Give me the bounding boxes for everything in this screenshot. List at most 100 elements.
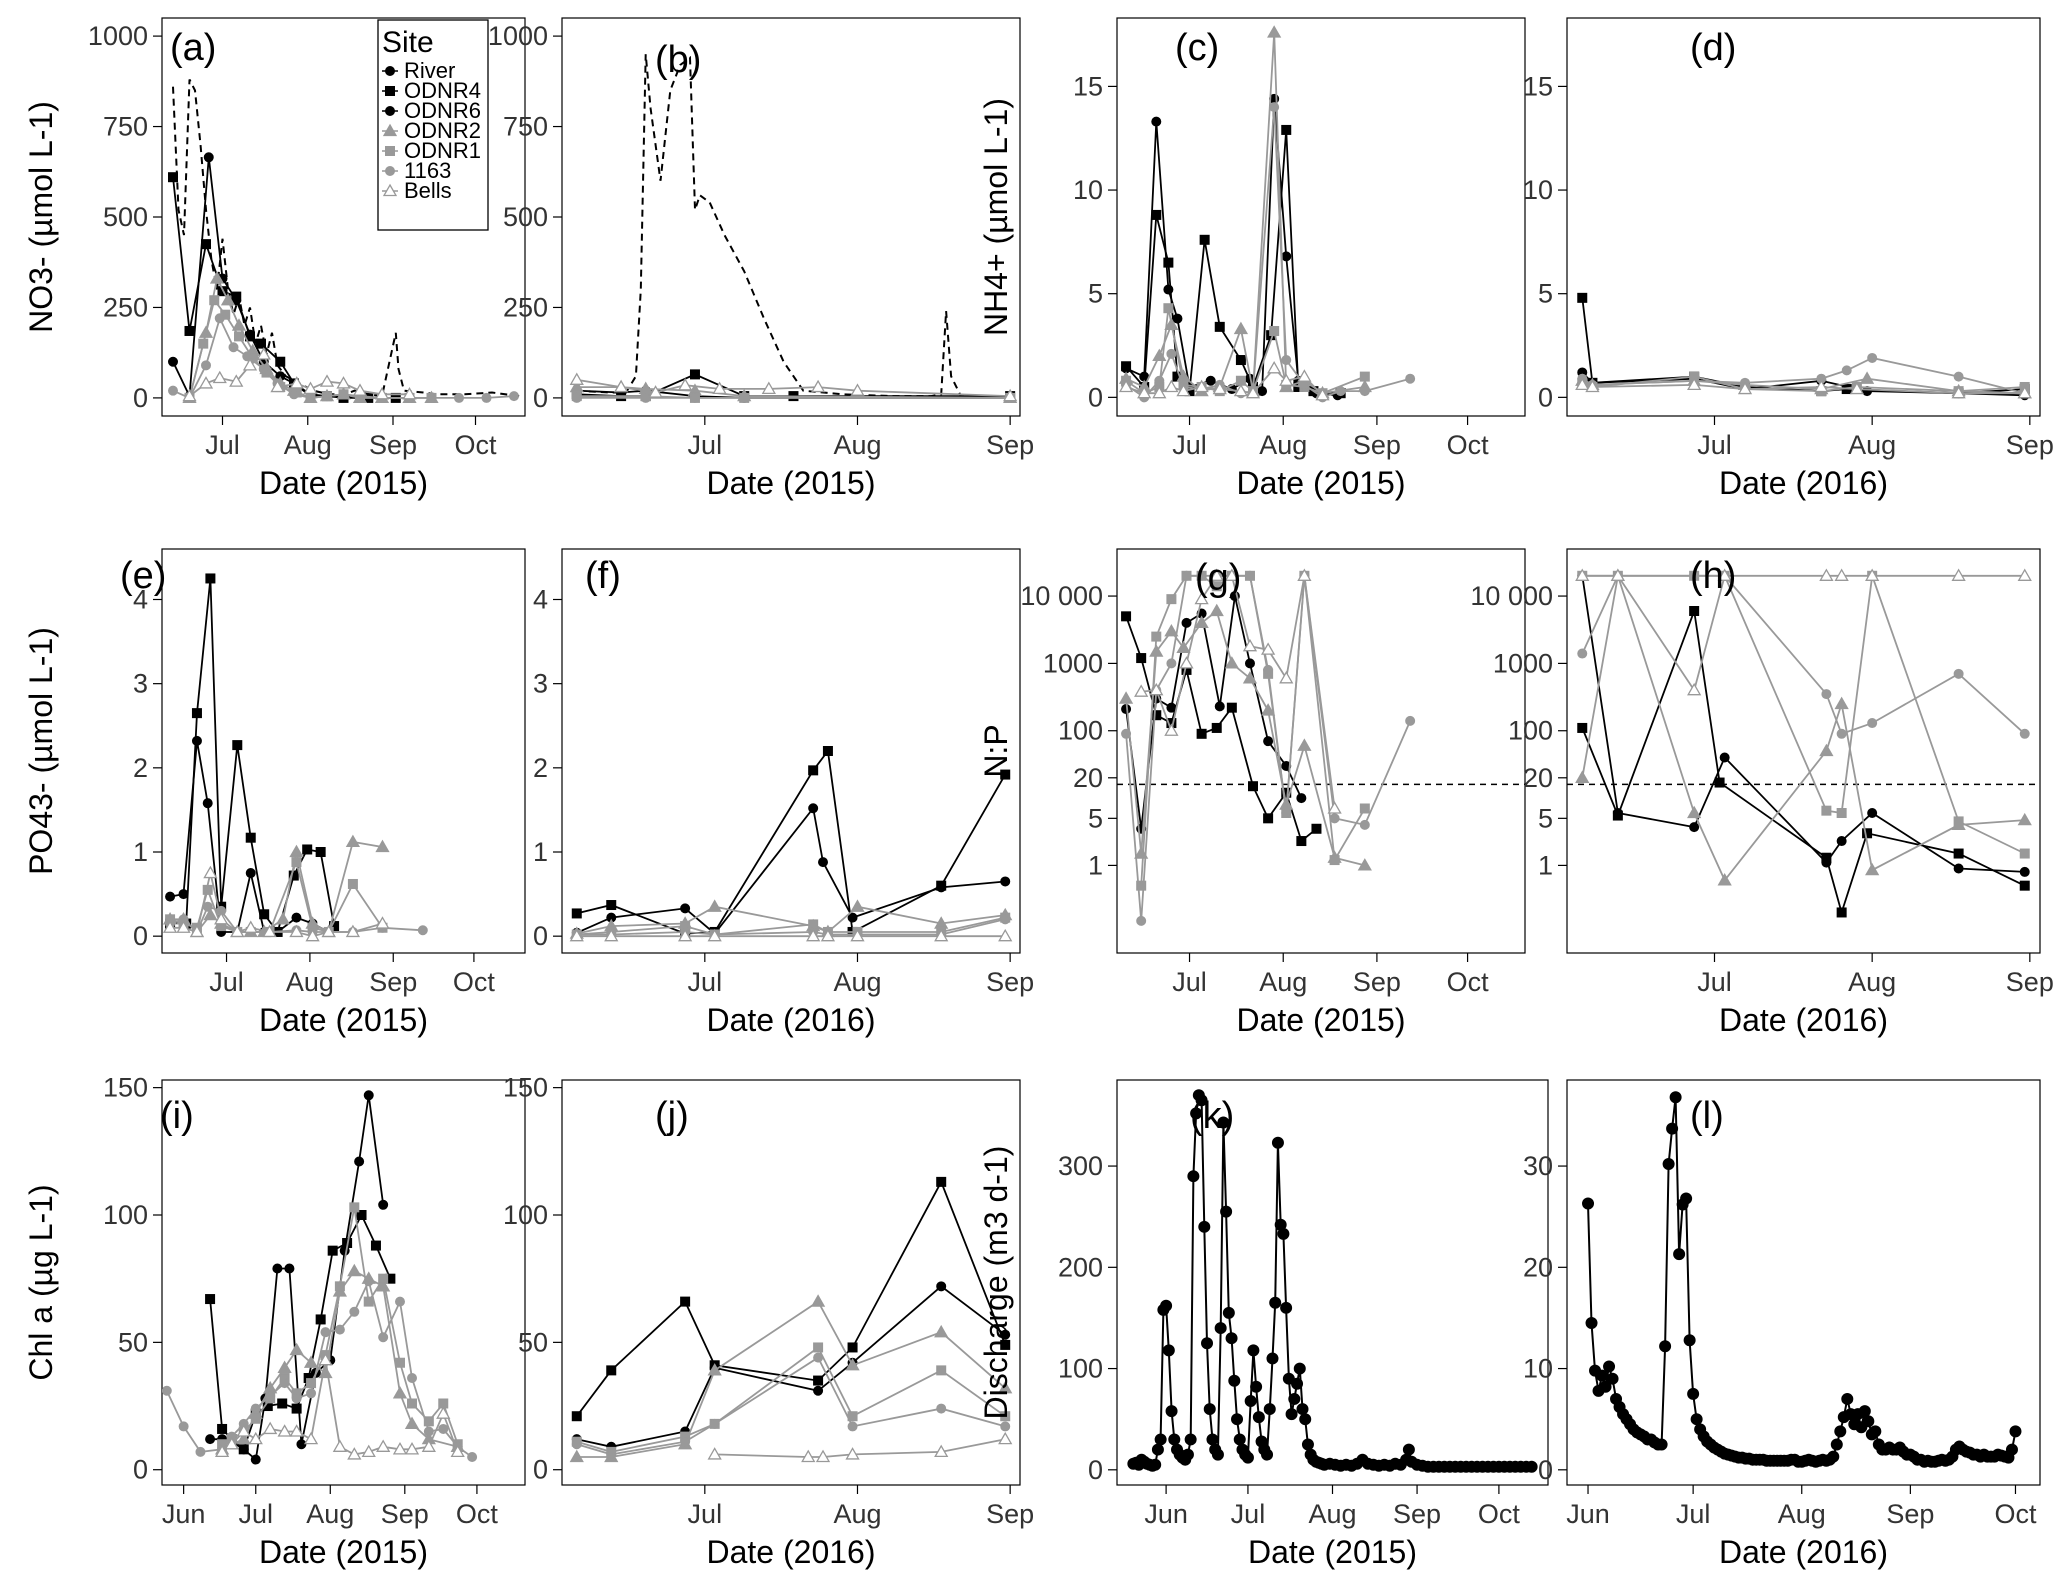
data-point-discharge (1585, 1317, 1598, 1329)
data-point-bells (1212, 381, 1227, 395)
data-point-bells (345, 924, 361, 938)
data-point-bells (677, 928, 693, 942)
data-point-1163 (162, 1385, 172, 1396)
y-tick-label: 1000 (88, 21, 148, 51)
data-point-bells (815, 1449, 831, 1463)
data-point-discharge (1261, 1448, 1274, 1461)
data-point-odnr6 (813, 1385, 824, 1396)
y-tick-label: 750 (503, 112, 548, 142)
panel-label: (d) (1690, 27, 1736, 69)
data-point-bells (1951, 568, 1966, 581)
data-point-bells (319, 374, 335, 387)
data-point-odnr4 (1577, 722, 1588, 733)
x-tick-label: Aug (286, 967, 334, 997)
y-tick-label: 20 (1523, 1252, 1553, 1282)
data-point-1163 (338, 389, 349, 400)
data-point-discharge (1217, 1116, 1230, 1129)
data-point-bells (392, 1442, 408, 1455)
data-point-bells (277, 1424, 292, 1437)
panel-k: Jun Jul Aug Sep Oct 0 100 200 300 Date (2015) Disc… (978, 1079, 1549, 1570)
data-point-odnr6 (363, 1090, 374, 1101)
series-line-odnr6 (1125, 98, 1338, 397)
y-tick-label: 100 (103, 1200, 148, 1230)
data-point-odnr2 (392, 1385, 408, 1399)
data-point-odnr2 (1687, 805, 1702, 819)
data-point-odnr4 (1226, 702, 1237, 713)
data-point-bells (707, 928, 722, 942)
plot-frame (161, 548, 526, 954)
data-point-1163 (291, 1393, 302, 1404)
series-line-discharge (1133, 1092, 1532, 1468)
data-point-discharge (1280, 1301, 1293, 1314)
data-point-odnr6 (1296, 793, 1307, 804)
x-axis-label: Date (2015) (1237, 1002, 1406, 1038)
data-point-discharge (1214, 1322, 1227, 1335)
y-tick-label: 20 (1073, 763, 1103, 793)
data-point-odnr4 (571, 1411, 582, 1422)
data-point-odnr1 (363, 1296, 374, 1307)
data-point-odnr2 (347, 1263, 362, 1277)
data-point-bells (569, 928, 584, 942)
data-point-odnr6 (354, 1156, 365, 1167)
x-tick-label: Oct (1478, 1499, 1521, 1529)
data-point-odnr1 (334, 1281, 345, 1292)
data-point-bells (176, 920, 191, 933)
x-tick-label: Jul (209, 967, 244, 997)
y-tick-label: 0 (533, 1455, 548, 1485)
x-tick-label: Sep (369, 430, 417, 460)
y-tick-label: 0 (533, 921, 548, 951)
y-axis-label: Discharge (m3 d-1) (978, 1146, 1014, 1420)
data-point-odnr4 (1836, 907, 1847, 918)
series-line-1163 (165, 1278, 473, 1458)
data-point-odnr1 (378, 1273, 389, 1284)
x-axis-label: Date (2016) (1719, 1534, 1888, 1570)
data-point-discharge (1165, 1405, 1178, 1418)
y-tick-label: 100 (1508, 716, 1553, 746)
y-tick-label: 0 (133, 383, 148, 413)
y-tick-label: 10 (1073, 175, 1103, 205)
series-line-bells (1582, 383, 2025, 395)
data-point-odnr1 (394, 1357, 405, 1368)
data-point-discharge (1211, 1448, 1224, 1461)
data-point-odnr6 (202, 798, 213, 809)
data-point-discharge (1220, 1205, 1233, 1218)
data-point-1163 (1281, 808, 1292, 819)
data-point-odnr6 (1163, 284, 1174, 295)
data-point-odnr6 (1836, 836, 1847, 847)
data-point-odnr4 (315, 1314, 326, 1325)
x-tick-label: Sep (1886, 1499, 1934, 1529)
panel-h: Jul Aug Sep 1 5 20 100 1000 10 000 Date (2016) (h) (1470, 548, 2054, 1038)
data-point-odnr2 (850, 899, 865, 912)
data-point-odnr6 (205, 1434, 216, 1445)
plot-frame (1566, 17, 2041, 417)
data-point-discharge (1187, 1170, 1200, 1183)
data-point-bells (336, 376, 351, 389)
series-line-odnr2 (576, 1300, 1006, 1458)
data-point-discharge (1683, 1334, 1696, 1347)
legend-marker (385, 106, 395, 116)
data-point-bells (404, 1442, 420, 1455)
x-tick-label: Sep (2006, 967, 2054, 997)
y-axis-label: NH4+ (µmol L-1) (978, 98, 1014, 336)
data-point-odnr1 (2019, 848, 2030, 859)
legend-label: River (404, 58, 455, 83)
y-tick-label: 300 (1058, 1151, 1103, 1181)
data-point-odnr4 (184, 325, 195, 336)
data-point-odnr4 (245, 832, 256, 843)
data-point-discharge (1201, 1337, 1214, 1350)
data-point-1163 (168, 385, 178, 396)
data-point-bells (806, 928, 821, 942)
data-point-1163 (709, 1418, 720, 1429)
data-point-bells (1003, 388, 1018, 402)
data-point-1163 (2019, 728, 2030, 739)
data-point-odnr2 (404, 1416, 420, 1430)
data-point-odnr1 (1329, 855, 1340, 866)
data-point-odnr4 (1714, 777, 1725, 788)
data-point-bells (1245, 385, 1261, 399)
data-point-odnr1 (1163, 303, 1174, 314)
data-point-bells (604, 928, 619, 942)
data-point-odnr1 (1836, 808, 1847, 819)
panel-label: (l) (1690, 1095, 1724, 1137)
data-point-1163 (1359, 386, 1370, 397)
data-point-odnr6 (1867, 808, 1878, 819)
